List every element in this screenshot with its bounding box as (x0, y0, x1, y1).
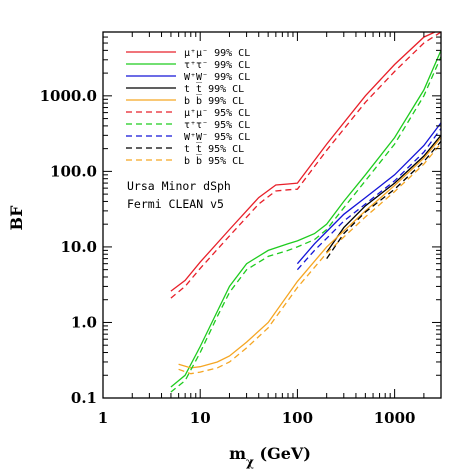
annotation-catalog: Fermi CLEAN v5 (127, 197, 224, 211)
series-line-1 (170, 50, 442, 388)
plot-frame (102, 31, 442, 399)
legend-label-7: W⁺W⁻ 95% CL (184, 132, 250, 143)
series-line-0 (170, 31, 436, 292)
legend-label-6: τ⁺τ⁻ 95% CL (184, 120, 250, 131)
annotation-object: Ursa Minor dSph (127, 179, 231, 193)
series-line-9 (178, 142, 442, 375)
series-line-7 (296, 128, 442, 271)
ticks-layer: 1 10 100 1000 0.1 1.0 10.0 100.0 1000.0 (40, 31, 442, 427)
y-tick-label: 1.0 (71, 313, 97, 331)
x-axis-label: mχ (GeV) (229, 444, 311, 469)
legend-label-9: b b̅ 95% CL (184, 154, 244, 167)
series-line-5 (170, 31, 442, 299)
legend-label-4: b b̅ 99% CL (184, 94, 244, 107)
legend-label-0: μ⁺μ⁻ 99% CL (184, 48, 250, 59)
y-tick-label: 100.0 (50, 162, 97, 180)
y-tick-label: 0.1 (71, 389, 97, 407)
x-tick-label: 1 (98, 409, 108, 427)
x-tick-label: 100 (282, 409, 313, 427)
y-axis-label: BF (7, 205, 26, 231)
legend-label-2: W⁺W⁻ 99% CL (184, 72, 250, 83)
y-tick-label: 1000.0 (40, 87, 97, 105)
series-layer (170, 31, 442, 393)
legend-label-1: τ⁺τ⁻ 99% CL (184, 60, 250, 71)
x-tick-label: 1000 (374, 409, 416, 427)
series-line-4 (178, 137, 442, 369)
y-tick-label: 10.0 (60, 238, 97, 256)
series-line-2 (296, 122, 442, 265)
legend-label-5: μ⁺μ⁻ 95% CL (184, 108, 250, 119)
x-tick-label: 10 (190, 409, 211, 427)
series-line-8 (326, 140, 442, 259)
series-line-6 (170, 56, 442, 393)
legend: μ⁺μ⁻ 99% CLτ⁺τ⁻ 99% CLW⁺W⁻ 99% CLt t̅ 99… (126, 48, 250, 167)
legend-label-8: t t̅ 95% CL (184, 142, 244, 155)
legend-label-3: t t̅ 99% CL (184, 82, 244, 95)
series-line-3 (326, 134, 442, 253)
